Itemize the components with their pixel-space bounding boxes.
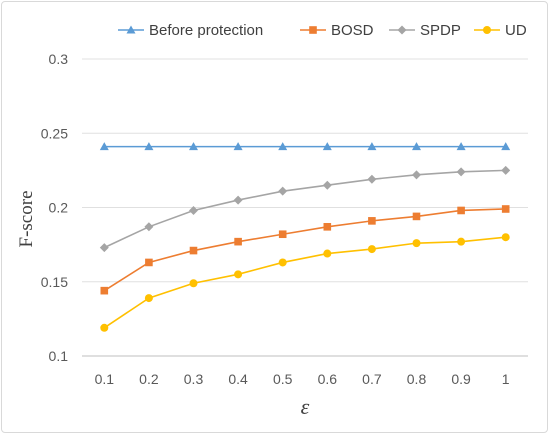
data-point bbox=[501, 165, 511, 175]
data-point bbox=[322, 142, 332, 151]
data-point bbox=[100, 323, 109, 332]
data-point bbox=[323, 223, 332, 231]
series-3 bbox=[100, 233, 510, 332]
y-tick-label: 0.25 bbox=[41, 125, 68, 141]
data-point bbox=[456, 142, 466, 151]
series-line bbox=[103, 236, 506, 329]
data-point bbox=[412, 142, 421, 151]
x-tick-label: 0.3 bbox=[184, 371, 204, 387]
legend: Before protection BOSD SPDP UD bbox=[118, 22, 527, 39]
legend-item: BOSD bbox=[300, 22, 374, 39]
x-tick-label: 0.1 bbox=[95, 371, 115, 387]
data-point bbox=[144, 294, 153, 303]
series-line bbox=[103, 169, 506, 249]
legend-item: SPDP bbox=[389, 22, 461, 39]
legend-marker bbox=[397, 25, 407, 35]
legend-marker bbox=[309, 26, 317, 34]
series-0 bbox=[99, 142, 511, 151]
x-tick-label: 0.7 bbox=[362, 371, 382, 387]
data-point bbox=[234, 270, 243, 279]
x-tick-label: 0.2 bbox=[139, 371, 159, 387]
data-point bbox=[234, 237, 242, 246]
y-tick-label: 0.15 bbox=[41, 274, 68, 290]
data-point bbox=[457, 206, 465, 215]
data-point bbox=[456, 167, 466, 177]
x-tick-label: 0.5 bbox=[273, 371, 293, 387]
series-group bbox=[99, 142, 511, 332]
data-point bbox=[368, 217, 376, 225]
legend-label: Before protection bbox=[149, 22, 263, 39]
data-point bbox=[278, 230, 287, 239]
y-tick-labels: 0.1 0.15 0.2 0.25 0.3 bbox=[41, 51, 68, 364]
data-point bbox=[367, 174, 377, 184]
data-point bbox=[278, 258, 287, 267]
series-1 bbox=[100, 205, 510, 295]
series-line bbox=[103, 208, 506, 292]
x-tick-label: 1 bbox=[502, 371, 510, 387]
data-point bbox=[100, 286, 109, 295]
data-point bbox=[189, 205, 198, 215]
data-point bbox=[457, 237, 466, 246]
data-point bbox=[501, 233, 510, 242]
data-point bbox=[144, 222, 154, 232]
data-point bbox=[189, 142, 198, 151]
y-tick-label: 0.3 bbox=[49, 51, 69, 67]
y-tick-label: 0.2 bbox=[49, 200, 69, 216]
data-point bbox=[322, 180, 332, 190]
data-point bbox=[189, 279, 198, 288]
data-point bbox=[278, 142, 288, 151]
legend-label: SPDP bbox=[420, 22, 461, 39]
legend-item: Before protection bbox=[118, 22, 263, 39]
y-axis-title: F-score bbox=[16, 191, 37, 248]
data-point bbox=[501, 142, 511, 151]
data-point bbox=[367, 142, 377, 151]
data-point bbox=[412, 170, 421, 180]
data-point bbox=[412, 239, 421, 248]
x-axis-title: ε bbox=[301, 394, 310, 419]
x-tick-label: 0.6 bbox=[318, 371, 338, 387]
data-point bbox=[412, 212, 421, 221]
legend-marker bbox=[126, 25, 136, 34]
data-point bbox=[99, 243, 109, 253]
data-point bbox=[144, 142, 154, 151]
gridlines bbox=[82, 58, 528, 357]
legend-label: UD bbox=[505, 22, 527, 39]
x-tick-label: 0.8 bbox=[407, 371, 427, 387]
data-point bbox=[233, 195, 243, 205]
data-point bbox=[323, 249, 332, 258]
x-tick-label: 0.9 bbox=[451, 371, 471, 387]
series-2 bbox=[99, 165, 511, 253]
y-tick-label: 0.1 bbox=[49, 348, 69, 364]
x-tick-label: 0.4 bbox=[228, 371, 248, 387]
data-point bbox=[99, 142, 109, 151]
data-point bbox=[501, 205, 510, 213]
data-point bbox=[278, 186, 288, 196]
data-point bbox=[189, 246, 198, 255]
legend-label: BOSD bbox=[331, 22, 374, 39]
data-point bbox=[145, 258, 153, 267]
legend-item: UD bbox=[474, 22, 527, 39]
x-tick-labels: 0.1 0.2 0.3 0.4 0.5 0.6 0.7 0.8 0.9 1 bbox=[95, 371, 510, 387]
data-point bbox=[233, 142, 243, 151]
legend-marker bbox=[483, 26, 491, 34]
data-point bbox=[367, 245, 376, 254]
